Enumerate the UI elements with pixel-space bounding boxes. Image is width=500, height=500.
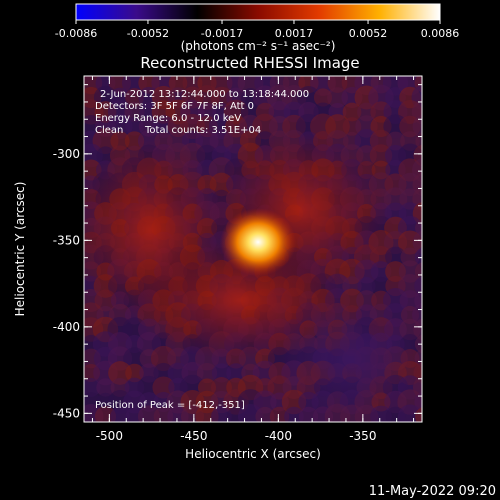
heatmap-cell — [196, 144, 218, 167]
heatmap-cell — [296, 85, 321, 110]
heatmap-cell — [211, 406, 232, 422]
heatmap-cell — [196, 362, 218, 384]
footer-timestamp: 11-May-2022 09:20 — [369, 484, 496, 499]
axis-ticks: -500 -450 -400 -350 -300 -350 -400 -450 — [53, 76, 422, 443]
heatmap-cell — [110, 406, 130, 422]
heatmap-cell — [108, 361, 132, 385]
x-tick-label: -400 — [265, 429, 292, 443]
annotation-energy-range: Energy Range: 6.0 - 12.0 keV — [95, 113, 241, 124]
x-tick-label: -450 — [180, 429, 207, 443]
heatmap-cell — [168, 76, 188, 93]
y-tick-label: -450 — [53, 406, 80, 420]
annotation-total-counts: Total counts: 3.51E+04 — [144, 125, 261, 136]
colorbar-units: (photons cm⁻² s⁻¹ asec⁻²) — [181, 39, 336, 53]
heatmap-cell — [96, 378, 115, 397]
colorbar-tick-label: 0.0086 — [421, 27, 460, 40]
heatmap-cell — [125, 88, 144, 107]
y-tick-label: -350 — [53, 233, 80, 247]
colorbar-tick-label: -0.0017 — [201, 27, 243, 40]
colorbar-tick-label: 0.0017 — [275, 27, 314, 40]
annotation-peak-position: Position of Peak = [-412,-351] — [95, 400, 245, 411]
heatmap-cell — [125, 117, 144, 136]
heatmap-cell — [84, 378, 101, 397]
heatmap-cell — [386, 131, 405, 151]
heatmap-cell — [313, 88, 333, 107]
heatmap-cell — [413, 318, 422, 341]
colorbar — [75, 3, 441, 21]
heatmap-cell — [122, 390, 147, 414]
y-tick-label: -400 — [53, 320, 80, 334]
heatmap-cell — [371, 276, 391, 296]
heatmap-cell — [125, 363, 144, 383]
heatmap-cell — [197, 102, 217, 122]
heatmap-cell — [211, 363, 232, 383]
annotation-detectors: Detectors: 3F 5F 6F 7F 8F, Att 0 — [95, 101, 254, 112]
colorbar-tick-label: -0.0086 — [55, 27, 97, 40]
heatmap-cell — [357, 276, 376, 296]
heatmap-cell — [415, 407, 422, 422]
heatmap-cell — [414, 247, 422, 267]
heatmap-cell — [399, 290, 421, 311]
heatmap-cell — [327, 87, 348, 108]
heatmap-cell — [412, 114, 422, 139]
y-tick-label: -300 — [53, 147, 80, 161]
heatmap-cell — [123, 347, 146, 370]
chart-title: Reconstructed RHESSI Image — [140, 54, 359, 72]
heatmap-cell — [210, 86, 233, 109]
heatmap-cell — [124, 101, 145, 123]
image-area — [84, 76, 422, 422]
heatmap-cell — [226, 363, 246, 383]
negative-region — [280, 305, 420, 415]
colorbar-ticks: -0.0086 -0.0052 -0.0017 0.0017 0.0052 0.0086 — [55, 20, 459, 40]
annotation-algorithm: Clean — [95, 125, 123, 136]
x-axis-label: Heliocentric X (arcsec) — [185, 447, 321, 461]
y-axis-label: Heliocentric Y (arcsec) — [13, 182, 27, 317]
x-tick-label: -500 — [96, 429, 123, 443]
heatmap-cell — [370, 261, 392, 282]
heatmap-cell — [414, 276, 422, 296]
plot-frame — [83, 75, 423, 423]
peak-source — [220, 208, 297, 277]
heatmap-cell — [412, 230, 422, 255]
annotation-time-range: 2-Jun-2012 13:12:44.000 to 13:18:44.000 — [100, 89, 309, 100]
heatmap-cell — [284, 406, 304, 422]
colorbar-tick-label: 0.0052 — [349, 27, 388, 40]
heatmap-cell — [342, 102, 362, 122]
heatmap-cell — [152, 376, 175, 399]
x-tick-label: -350 — [349, 429, 376, 443]
colorbar-tick-label: -0.0052 — [127, 27, 169, 40]
heatmap-cell — [385, 246, 406, 268]
heatmap-cell — [255, 406, 275, 422]
